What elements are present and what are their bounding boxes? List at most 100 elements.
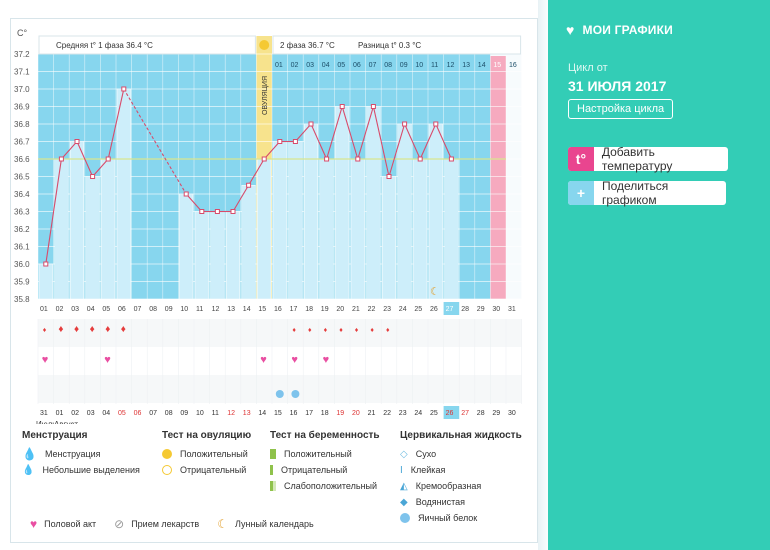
egg-white-mark <box>291 390 300 398</box>
cycle-day-label: 01 <box>40 306 48 313</box>
temperature-chart: 37.2 37.1 37.0 36.9 36.8 36.7 36.6 36.5 36.4 36.3… <box>14 28 522 429</box>
temp-line-segment <box>92 158 109 177</box>
legend-title: Цервикальная жидкость <box>400 430 522 441</box>
dry-icon: ◇ <box>400 448 408 460</box>
cycle-day-label: 17 <box>290 306 298 313</box>
cycle-day-label: 19 <box>321 306 329 313</box>
add-temperature-label: Добавить температуру <box>601 145 673 173</box>
cycle-day-label: 08 <box>149 306 157 313</box>
legend-title: Тест на беременность <box>270 430 380 441</box>
calendar-day-label: 24 <box>414 410 422 417</box>
temp-point[interactable] <box>199 209 205 214</box>
heart-mark: ♥ <box>42 354 49 366</box>
calendar-day-label: 16 <box>290 410 298 417</box>
menstruation-drop: ♦ <box>74 324 79 335</box>
phase2-day-label: 02 <box>291 62 299 69</box>
calendar-day-label: 21 <box>368 410 376 417</box>
calendar-day-label: 05 <box>118 410 126 417</box>
legend-title: Тест на овуляцию <box>162 430 252 441</box>
cycle-day-label: 27 <box>446 306 454 313</box>
phase2-day-label: 04 <box>322 62 330 69</box>
temp-bar <box>335 106 350 300</box>
bottom-legend: ♥ Половой акт ⊘ Прием лекарств ☾ Лунный кал… <box>30 517 314 531</box>
calendar-day-label: 14 <box>258 410 266 417</box>
temp-point[interactable] <box>386 174 392 179</box>
temp-point[interactable] <box>370 104 376 109</box>
calendar-day-label: 11 <box>212 410 219 417</box>
temp-point[interactable] <box>292 139 298 144</box>
cycle-day-label: 14 <box>243 306 251 313</box>
calendar-day-label: 06 <box>134 410 142 417</box>
temp-point[interactable] <box>339 104 345 109</box>
phase2-day-label: 03 <box>306 62 314 69</box>
temp-point[interactable] <box>121 86 127 92</box>
menstruation-drop: ♦ <box>105 324 110 335</box>
temp-point[interactable] <box>355 156 361 162</box>
temp-line-segment <box>294 123 312 142</box>
temp-point[interactable] <box>43 261 49 267</box>
moon-mark: ☾ <box>430 286 440 298</box>
temp-point[interactable] <box>58 156 64 162</box>
temp-point[interactable] <box>74 139 80 144</box>
legend-row: ◆ Водянистая <box>400 494 522 510</box>
legend-label: Положительный <box>284 449 352 459</box>
temp-bar <box>319 158 334 300</box>
phase2-day-label: 05 <box>337 62 345 69</box>
menstruation-drop: ♦ <box>121 324 126 335</box>
small-blood-drop-icon: 💧 <box>22 464 35 476</box>
temp-point[interactable] <box>277 139 283 144</box>
share-chart-label: Поделиться графиком <box>601 179 669 207</box>
temp-point[interactable] <box>433 121 439 127</box>
temp-point[interactable] <box>261 156 267 162</box>
my-charts-title[interactable]: ♥ МОИ ГРАФИКИ <box>566 22 673 38</box>
temp-line-segment <box>357 106 374 160</box>
symbol-row <box>38 375 522 403</box>
temp-point[interactable] <box>448 156 454 162</box>
temp-point[interactable] <box>90 174 96 179</box>
phase2-day-label: 14 <box>478 62 486 69</box>
temp-bar <box>194 211 209 300</box>
legend-medication: ⊘ Прием лекарств <box>114 517 199 531</box>
cycle-date: 31 ИЮЛЯ 2017 <box>568 78 667 94</box>
temp-point[interactable] <box>308 121 314 127</box>
temp-point[interactable] <box>402 121 408 127</box>
calendar-day-label: 07 <box>149 410 157 417</box>
temp-point[interactable] <box>230 209 236 214</box>
temp-bar <box>366 106 381 300</box>
temp-point[interactable] <box>183 191 189 197</box>
symbol-row <box>38 319 522 347</box>
phase2-day-label: 11 <box>431 62 438 69</box>
temp-point[interactable] <box>105 156 111 162</box>
legend-label: Клейкая <box>410 465 446 475</box>
temp-point[interactable] <box>214 209 220 214</box>
blood-drop-icon: 💧 <box>22 447 37 461</box>
share-chart-button[interactable]: + Поделиться графиком <box>568 179 726 207</box>
phase2-day-label: 12 <box>447 62 455 69</box>
cycle-day-label: 13 <box>227 306 235 313</box>
temp-line-segment <box>185 193 203 212</box>
menstruation-drop: ♦ <box>43 327 47 334</box>
cycle-day-label: 11 <box>196 306 203 313</box>
legend-ovulation-test: Тест на овуляцию Положительный Отрицател… <box>162 430 251 478</box>
menstruation-drop: ♦ <box>370 327 374 334</box>
calendar-day-label: 12 <box>227 410 235 417</box>
cycle-day-label: 28 <box>461 306 469 313</box>
cycle-settings-button[interactable]: Настройка цикла <box>568 99 674 119</box>
cycle-day-label: 02 <box>56 306 64 313</box>
phase1-header <box>38 35 256 55</box>
negative-dot-icon <box>162 465 172 475</box>
menstruation-drop: ♦ <box>386 327 390 334</box>
temp-line-segment <box>76 141 94 177</box>
calendar-day-label: 29 <box>492 410 500 417</box>
chart-card: 37.2 37.1 37.0 36.9 36.8 36.7 36.6 36.5 36.4 36.3… <box>10 18 538 543</box>
legend-label: Менструация <box>44 449 101 459</box>
calendar-day-label: 23 <box>399 410 407 417</box>
add-temperature-button[interactable]: t° Добавить температуру <box>568 145 728 173</box>
temp-point[interactable] <box>324 156 330 162</box>
temp-point[interactable] <box>417 156 423 162</box>
phase2-day-label: 10 <box>415 62 423 69</box>
temp-bar <box>210 211 225 300</box>
calendar-day-label: 19 <box>336 410 344 417</box>
temp-point[interactable] <box>246 182 252 188</box>
cycle-day-label: 31 <box>508 306 516 313</box>
